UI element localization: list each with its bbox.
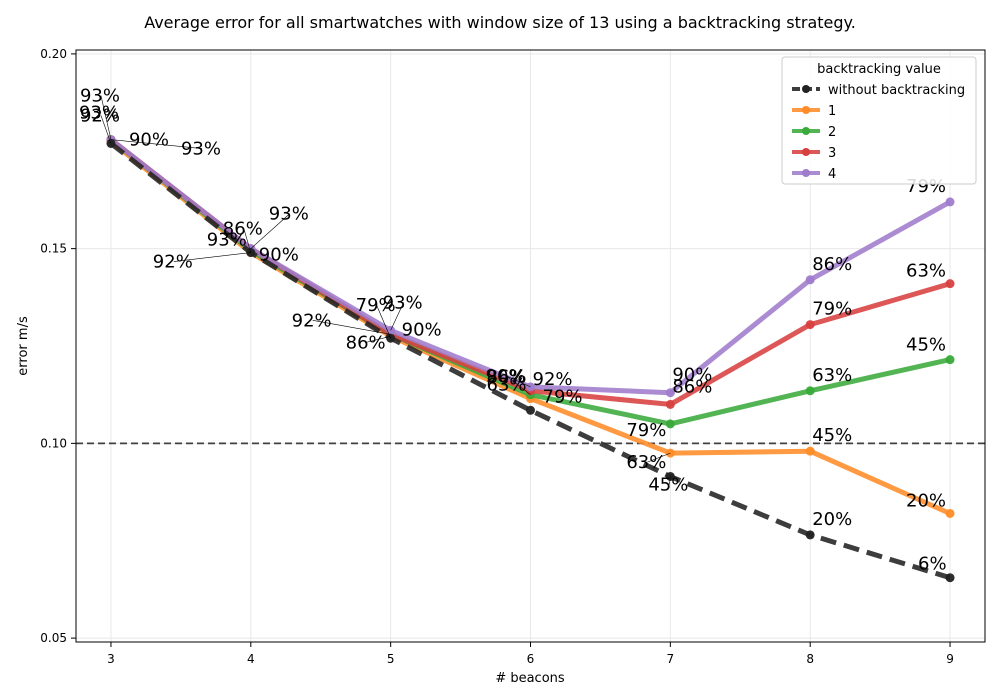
annotations-group: 92%86%79%63%45%20%6%90%92%86%79%63%45%20… [79,86,947,575]
annotation-label: 86% [223,219,263,240]
legend-marker [802,85,810,93]
data-point [945,573,955,583]
legend-marker [802,106,810,114]
annotation-label: 63% [906,261,946,282]
y-tick-label: 0.15 [40,242,67,256]
annotation-arrow [250,213,291,249]
annotation-label: 93% [269,204,309,225]
legend: backtracking value without backtracking 1 2… [781,56,977,185]
annotation-label: 20% [812,509,852,530]
annotation-label: 79% [626,420,666,441]
x-tick-label: 8 [806,652,814,666]
data-point [665,388,675,398]
annotation-label: 90% [486,366,526,387]
annotation-label: 90% [402,319,442,340]
annotation-label: 86% [812,254,852,275]
annotation-label: 90% [129,130,169,151]
annotation-label: 92% [292,310,332,331]
annotation-label: 90% [259,245,299,266]
annotation-arrow [100,95,112,140]
annotation-arrow [100,115,112,144]
annotation-label: 92% [533,369,573,390]
annotation-label: 6% [918,554,947,575]
annotation-arrow [506,375,531,388]
annotation-arrow [173,252,251,262]
x-tick-label: 5 [387,652,395,666]
legend-box [781,56,977,185]
annotation-label: 86% [672,376,712,397]
annotation-label: 93% [80,86,120,107]
annotation-arrow [507,376,531,395]
data-point [665,399,675,409]
annotation-label: 86% [346,332,386,353]
annotation-label: 86% [487,367,527,388]
data-point [526,405,535,415]
x-tick-label: 9 [946,652,954,666]
annotation-label: 45% [648,474,688,495]
annotation-arrow [312,320,391,335]
annotation-label: 93% [383,292,423,313]
legend-entry-label: without backtracking [828,83,965,98]
y-axis-title: error m/s [16,316,31,376]
legend-entry-label: 2 [828,125,836,140]
data-point [805,320,815,330]
annotation-arrow [669,476,671,485]
x-tick-label: 3 [107,652,115,666]
annotation-label: 20% [906,490,946,511]
x-axis-title: # beacons [495,671,565,686]
data-point [945,508,955,518]
annotation-label: 93% [207,230,247,251]
data-point [945,197,955,207]
legend-marker [802,127,810,135]
y-tick-label: 0.10 [40,436,67,450]
data-point [805,530,815,540]
chart-title: Average error for all smartwatches with … [144,13,856,32]
annotation-label: 79% [812,299,852,320]
legend-entry-label: 3 [828,146,836,161]
annotation-label: 90% [672,365,712,386]
annotation-arrow [243,228,252,253]
x-tick-label: 7 [667,652,675,666]
annotation-label: 79% [543,387,583,408]
legend-entry-label: 4 [828,167,836,182]
annotation-arrow [376,305,391,339]
x-tick-label: 6 [527,652,535,666]
y-tick-label: 0.05 [40,631,67,645]
annotation-label: 93% [79,103,119,124]
annotation-label: 63% [626,452,666,473]
annotation-label: 92% [153,252,193,273]
legend-title: backtracking value [817,62,941,77]
y-tick-label: 0.20 [40,47,67,61]
annotation-arrow [366,335,391,343]
x-tick-label: 4 [247,652,255,666]
legend-marker [802,148,810,156]
data-point [945,279,955,289]
annotation-arrow [647,452,671,463]
annotation-label: 45% [812,425,852,446]
annotation-label: 63% [487,374,527,395]
data-point [805,446,815,456]
data-point [805,275,815,285]
legend-marker [802,169,810,177]
data-point [945,355,955,365]
annotation-label: 79% [356,295,396,316]
data-point [665,419,675,429]
annotation-arrow [110,139,202,149]
annotation-label: 45% [906,335,946,356]
annotation-label: 92% [80,105,120,126]
annotation-label: 63% [812,365,852,386]
annotation-arrow [390,302,404,331]
annotation-label: 93% [181,139,221,160]
data-point [805,386,815,396]
axes-group: 3 4 5 6 7 8 9 0.05 0.10 0.15 0.20 [40,47,954,666]
legend-entry-label: 1 [828,104,836,119]
